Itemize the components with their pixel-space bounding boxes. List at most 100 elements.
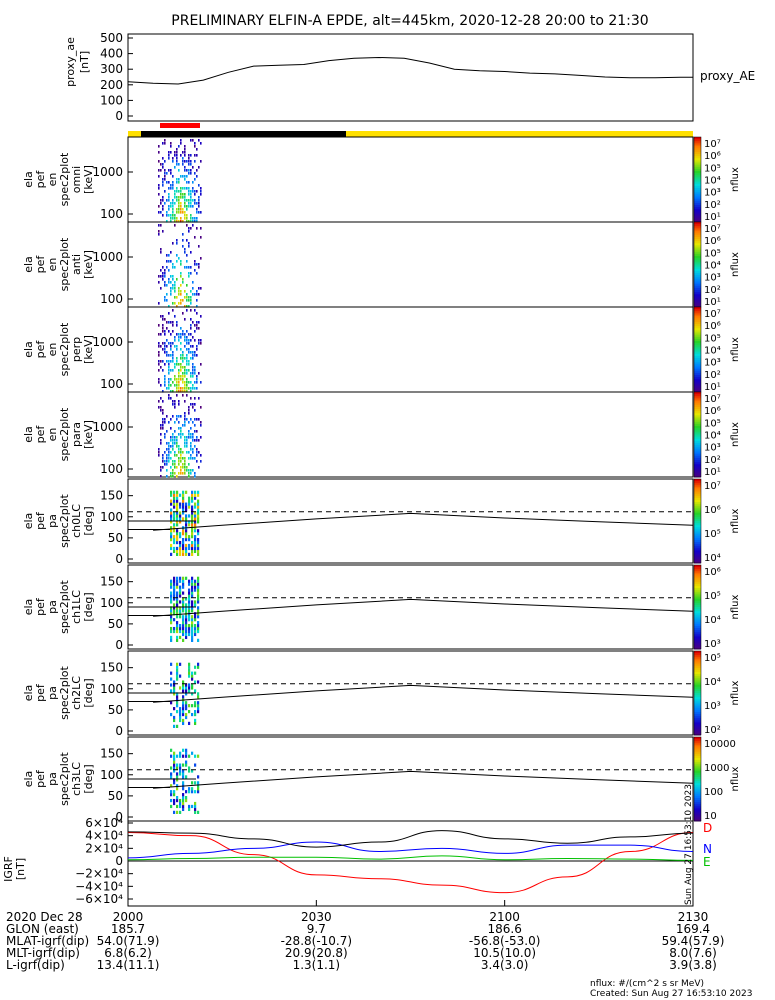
spec-1-cell bbox=[196, 272, 198, 275]
spec-0-cell bbox=[198, 202, 200, 205]
pa-0-cell bbox=[179, 543, 182, 548]
pa-3-cell bbox=[182, 801, 185, 806]
pa-1-cell bbox=[188, 629, 191, 634]
spec-3-cell bbox=[170, 397, 172, 400]
spec-3-cell bbox=[198, 451, 200, 454]
spec-1-colorbar-tick: 10³ bbox=[704, 273, 721, 284]
spec-3-colorbar-cell bbox=[694, 440, 701, 444]
spec-3-colorbar-tick: 10⁵ bbox=[704, 418, 721, 429]
spec-0-cell bbox=[190, 196, 192, 199]
spec-0-cell bbox=[164, 142, 166, 145]
spec-2-cell bbox=[182, 387, 184, 390]
spec-2-cell bbox=[182, 390, 184, 393]
pa-3-cell bbox=[185, 775, 188, 779]
pa-0-cell bbox=[191, 514, 194, 518]
spec-0-cell bbox=[190, 154, 192, 157]
pa-3-colorbar-cell bbox=[694, 779, 701, 782]
pa-2-colorbar-cell bbox=[694, 730, 701, 734]
pa-panel-3: ela pef pa spec2plot ch3LC [deg]1501005001000… bbox=[22, 736, 741, 824]
spec-3-cell bbox=[186, 466, 188, 469]
pa-2-cell bbox=[188, 683, 191, 687]
spec-0-cell bbox=[182, 160, 184, 163]
spec-2-cell bbox=[176, 345, 178, 348]
spec-3-cell bbox=[176, 475, 178, 478]
igrf-line-E bbox=[127, 855, 694, 861]
spec-0-cell bbox=[182, 208, 184, 211]
spec-2-colorbar-cell bbox=[694, 370, 701, 374]
pa-2-cell bbox=[170, 677, 173, 681]
spec-3-ylabel-line3: en bbox=[46, 428, 59, 442]
pa-2-cell bbox=[188, 662, 191, 666]
pa-panel-3-frame bbox=[127, 736, 694, 822]
pa-2-cell bbox=[176, 704, 179, 708]
spec-3-colorbar-cell bbox=[694, 415, 701, 418]
pa-0-cell bbox=[176, 517, 179, 521]
pa-1-cell bbox=[197, 600, 200, 604]
pa-1-colorbar-cell bbox=[694, 579, 701, 583]
igrf-tick-label: −2×10⁴ bbox=[75, 867, 123, 881]
spec-1-colorbar-cell bbox=[694, 281, 701, 285]
spec-0-cell bbox=[158, 145, 160, 148]
spec-2-colorbar-cell bbox=[694, 341, 701, 344]
spec-0-cell bbox=[186, 181, 188, 184]
pa-1-cell bbox=[176, 594, 179, 598]
pa-3-colorbar-cell bbox=[694, 774, 701, 778]
pa-1-cell bbox=[185, 615, 188, 619]
spec-2-cell bbox=[170, 360, 172, 363]
pa-0-colorbar-cell bbox=[694, 516, 701, 520]
spec-3-cell bbox=[182, 463, 184, 466]
spec-0-cell bbox=[168, 208, 170, 211]
spec-2-cell bbox=[176, 324, 178, 327]
spec-3-cell bbox=[180, 469, 182, 472]
spec-2-cell bbox=[178, 333, 180, 336]
spec-0-cell bbox=[176, 163, 178, 166]
spec-1-cell bbox=[188, 275, 190, 278]
pa-3-colorbar-cell bbox=[694, 804, 701, 807]
pa-2-ylabel-line2: pef bbox=[34, 683, 47, 702]
spec-0-cell bbox=[170, 169, 172, 172]
spec-0-cell bbox=[174, 220, 176, 223]
pa-2-cell bbox=[188, 686, 191, 690]
spec-2-cell bbox=[174, 378, 176, 381]
pa-3-cell bbox=[176, 778, 179, 782]
spec-0-cell bbox=[178, 163, 180, 166]
pa-1-cell bbox=[191, 603, 194, 607]
spec-3-colorbar-cell bbox=[694, 400, 701, 404]
spec-0-cell bbox=[162, 196, 164, 199]
pa-3-colorbar-cell bbox=[694, 739, 701, 742]
pa-3-cell bbox=[197, 781, 200, 785]
pa-0-cell bbox=[188, 505, 191, 509]
spec-2-colorbar-cell bbox=[694, 360, 701, 363]
pa-1-colorbar-cell bbox=[694, 573, 701, 576]
spec-1-colorbar-cell bbox=[694, 243, 701, 246]
pa-2-cell bbox=[179, 710, 182, 714]
spec-0-cell bbox=[182, 211, 184, 214]
spec-3-cell bbox=[158, 451, 160, 454]
pa-1-cell bbox=[182, 579, 185, 583]
spec-0-cell bbox=[184, 196, 186, 199]
spec-3-cell bbox=[162, 460, 164, 463]
pa-1-cell bbox=[182, 606, 185, 610]
pa-3-colorbar-cell bbox=[694, 751, 701, 755]
pa-1-cell bbox=[197, 591, 200, 595]
spec-0-cell bbox=[194, 172, 196, 175]
spec-2-cell bbox=[190, 372, 192, 375]
pa-0-colorbar-cell bbox=[694, 537, 701, 541]
pa-1-cell bbox=[179, 615, 182, 619]
pa-1-cell bbox=[185, 626, 188, 631]
spec-1-cell bbox=[158, 302, 160, 305]
spec-1-colorbar-cell bbox=[694, 249, 701, 253]
spec-0-cell bbox=[192, 166, 194, 169]
bar-black bbox=[141, 131, 346, 137]
spec-3-cell bbox=[188, 451, 190, 454]
spec-3-cell bbox=[184, 439, 186, 442]
spec-2-cell bbox=[180, 342, 182, 345]
spec-3-cell bbox=[190, 397, 192, 400]
spec-2-colorbar-tick: 10⁴ bbox=[704, 346, 721, 357]
spec-1-colorbar-cell bbox=[694, 268, 701, 272]
spec-0-cell bbox=[184, 148, 186, 151]
spec-0-cell bbox=[172, 217, 174, 220]
pa-2-cell bbox=[179, 674, 182, 678]
spec-3-colorbar-cell bbox=[694, 451, 701, 455]
